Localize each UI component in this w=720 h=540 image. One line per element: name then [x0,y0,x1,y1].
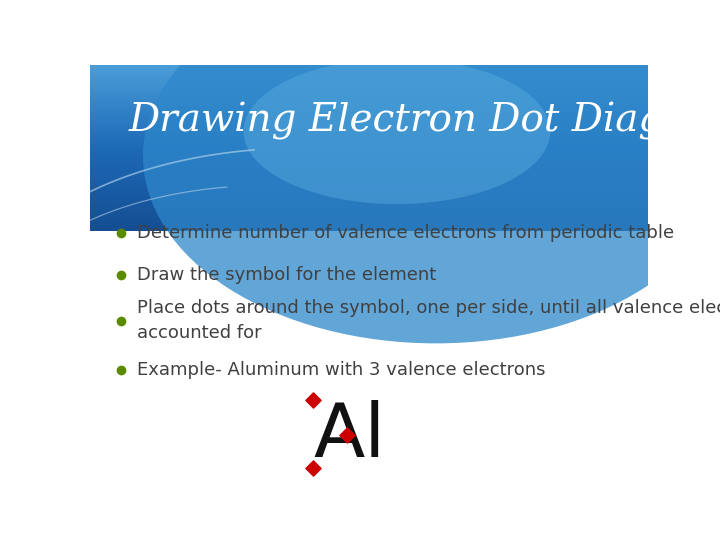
Text: Al: Al [313,401,385,474]
Ellipse shape [243,58,550,204]
Text: Drawing Electron Dot Diagrams: Drawing Electron Dot Diagrams [129,102,720,140]
Ellipse shape [143,0,720,343]
Point [307,464,319,472]
Text: Example- Aluminum with 3 valence electrons: Example- Aluminum with 3 valence electro… [138,361,546,380]
Text: Draw the symbol for the element: Draw the symbol for the element [138,266,436,284]
Text: Determine number of valence electrons from periodic table: Determine number of valence electrons fr… [138,224,675,242]
Point [307,395,319,404]
Point [341,430,353,439]
Text: Place dots around the symbol, one per side, until all valence electrons are
acco: Place dots around the symbol, one per si… [138,299,720,342]
